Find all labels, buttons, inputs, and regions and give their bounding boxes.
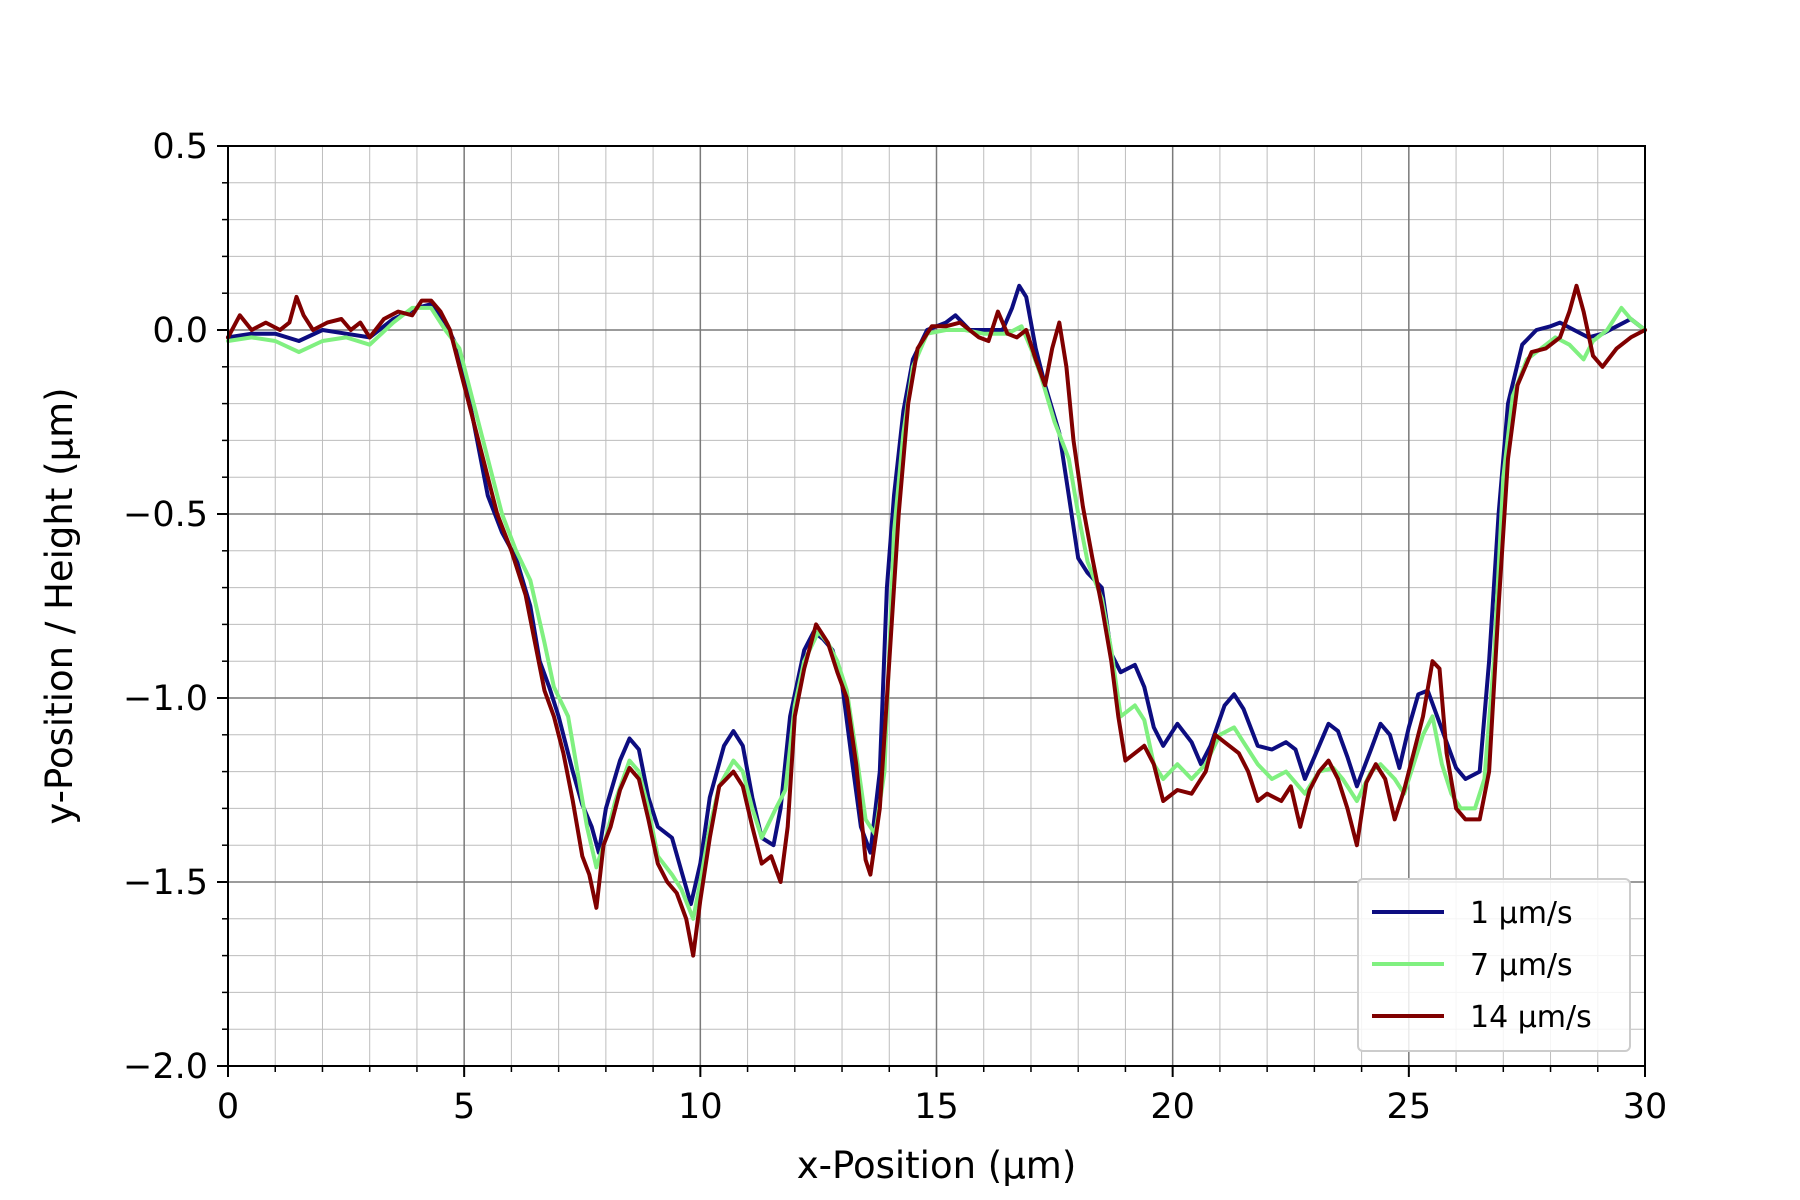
axis-ticks: 0 5 10 15 20 25 30 0.5 0.0 −0.5 −1.0 −1.5 −2.0 bbox=[123, 127, 1667, 1127]
series-line bbox=[226, 283, 1647, 958]
x-tick-label: 25 bbox=[1387, 1087, 1432, 1127]
series-layer bbox=[226, 283, 1647, 958]
x-tick-label: 10 bbox=[678, 1087, 723, 1127]
y-tick-label: −1.0 bbox=[123, 679, 208, 719]
y-tick-label: −1.5 bbox=[123, 863, 208, 903]
legend-label: 14 µm/s bbox=[1470, 1000, 1592, 1035]
x-tick-label: 20 bbox=[1150, 1087, 1195, 1127]
y-tick-label: −0.5 bbox=[123, 495, 208, 535]
y-axis-label: y-Position / Height (µm) bbox=[38, 387, 81, 824]
x-tick-label: 0 bbox=[217, 1087, 239, 1127]
x-tick-label: 15 bbox=[914, 1087, 959, 1127]
x-tick-label: 30 bbox=[1623, 1087, 1668, 1127]
legend: 1 µm/s 7 µm/s 14 µm/s bbox=[1357, 878, 1631, 1052]
x-tick-label: 5 bbox=[453, 1087, 475, 1127]
y-tick-label: −2.0 bbox=[123, 1047, 208, 1087]
y-tick-label: 0.5 bbox=[152, 127, 208, 167]
series-line bbox=[226, 305, 1647, 921]
series-line bbox=[226, 283, 1647, 907]
legend-label: 1 µm/s bbox=[1470, 896, 1573, 931]
legend-box bbox=[1357, 878, 1631, 1052]
legend-label: 7 µm/s bbox=[1470, 948, 1573, 983]
x-axis-label: x-Position (µm) bbox=[797, 1144, 1077, 1187]
y-tick-label: 0.0 bbox=[152, 311, 208, 351]
